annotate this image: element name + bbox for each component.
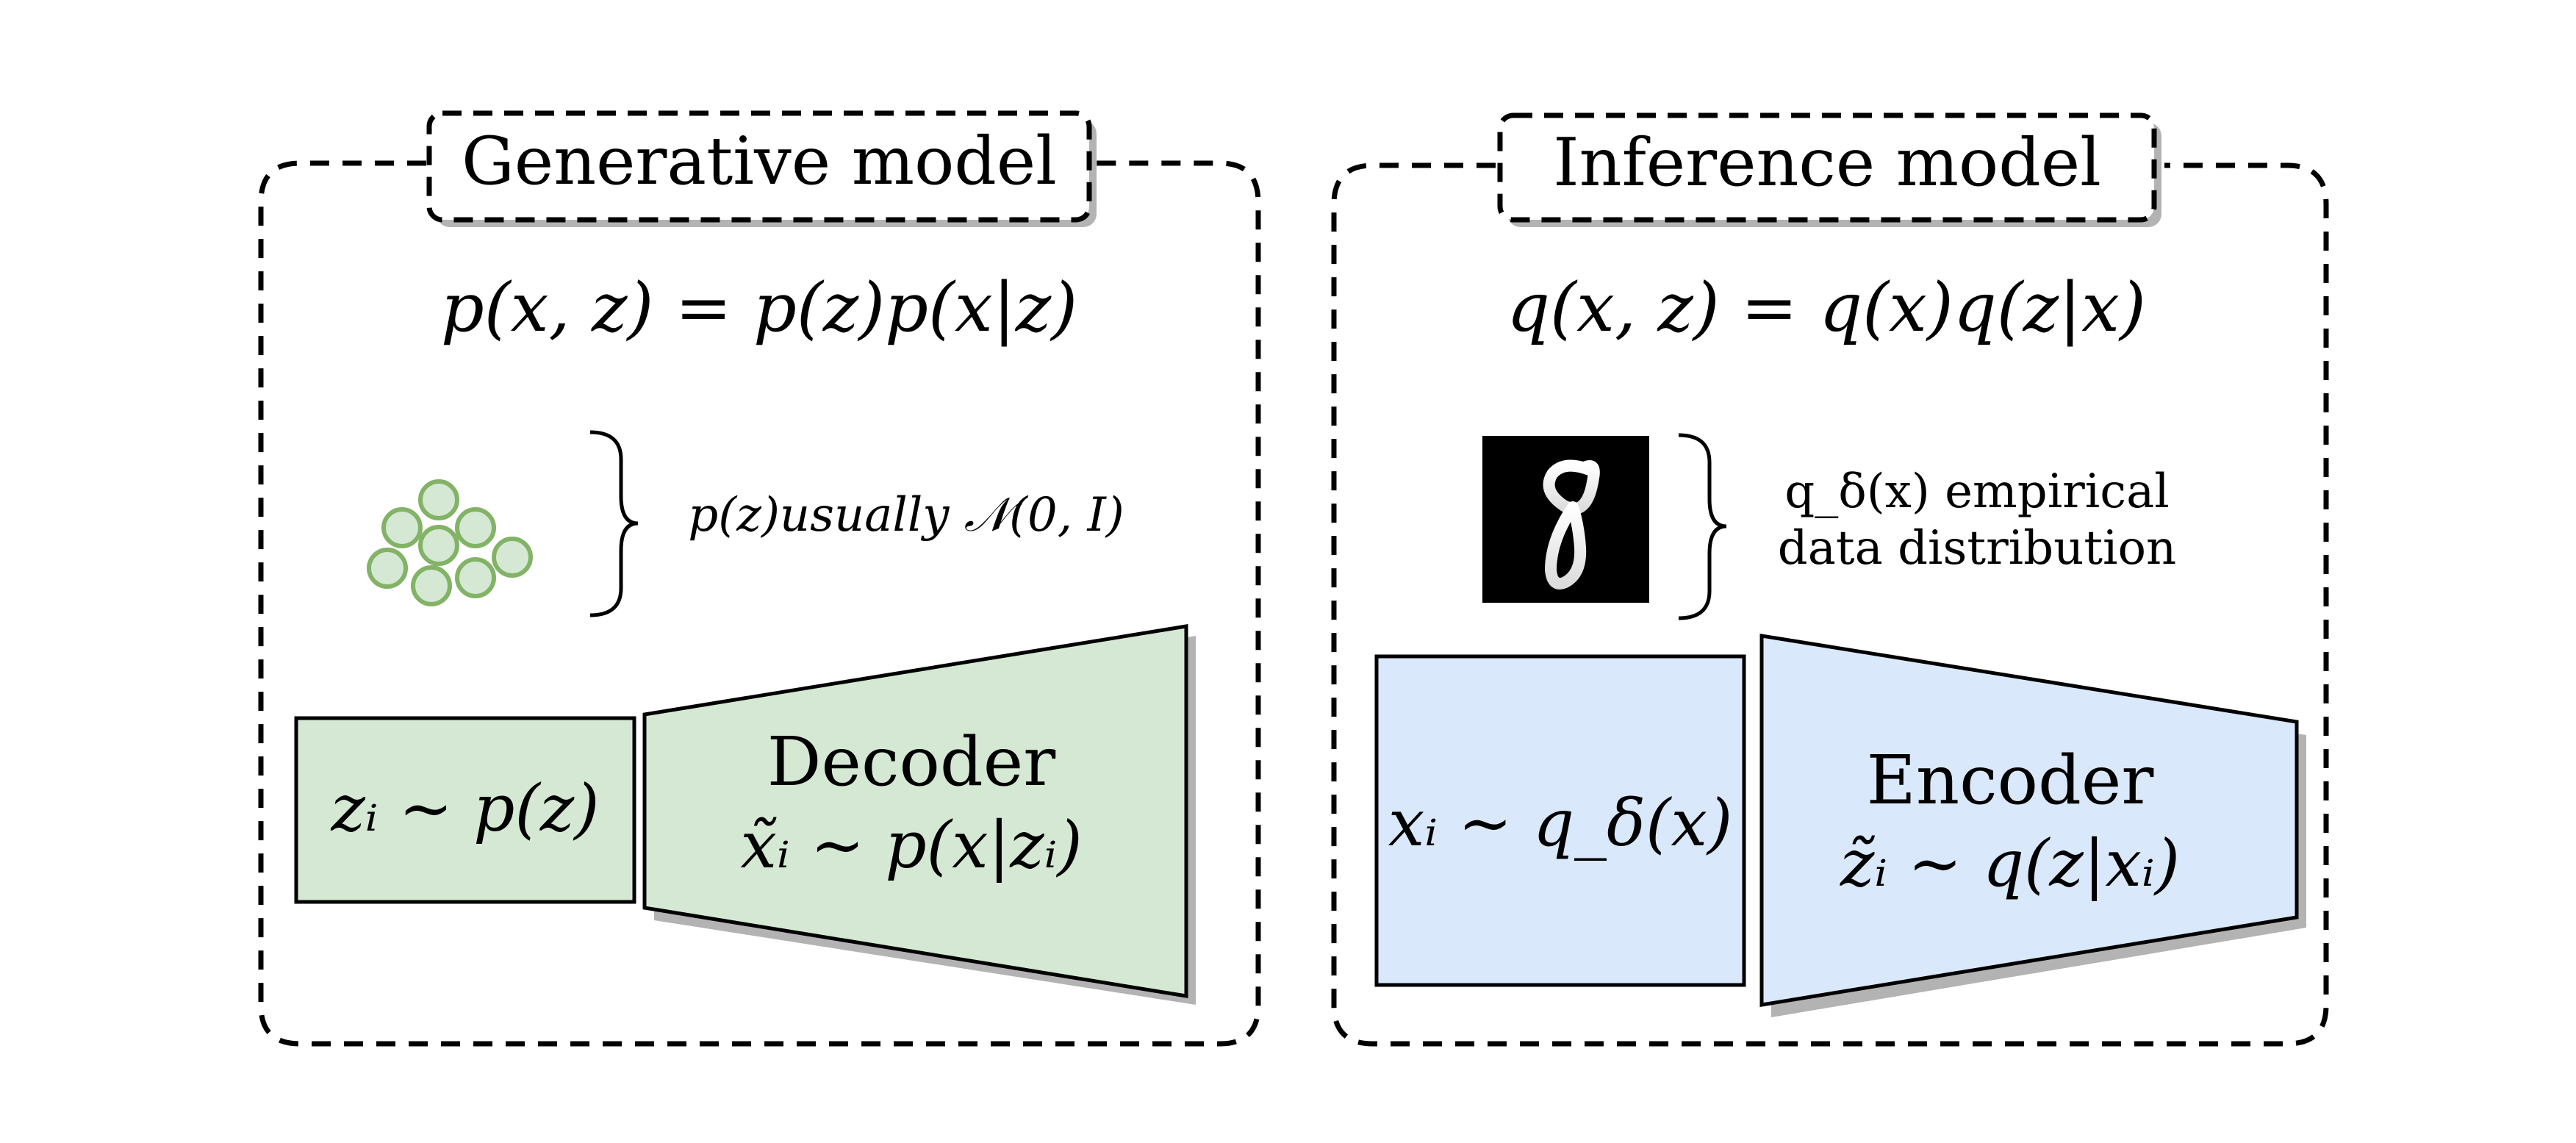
generative-joint-formula: p(x, z) = p(z)p(x|z) [441, 268, 1077, 347]
latent-samples-icon [367, 479, 533, 606]
mnist-digit-image [1482, 436, 1649, 603]
inference-title-box [1497, 112, 2157, 223]
inference-joint-formula: q(x, z) = q(x)q(z|x) [1507, 268, 2146, 347]
generative-title-box [426, 110, 1092, 223]
encoder-title: Encoder [1867, 741, 2154, 820]
decoder-formula: x̃ᵢ ∼ p(x|zᵢ) [740, 807, 1082, 883]
data-sample-box [1374, 654, 1746, 987]
decoder-title: Decoder [767, 723, 1055, 801]
encoder-formula: z̃ᵢ ∼ q(z|xᵢ) [1840, 825, 2180, 901]
empirical-note-line2: data distribution [1778, 521, 2177, 576]
prior-brace-icon [589, 430, 639, 617]
empirical-brace-icon [1678, 433, 1727, 620]
inference-model-panel: Inference model q(x, z) = q(x)q(z|x) q_δ… [1331, 112, 2329, 1047]
inference-frame [1331, 162, 2329, 1047]
latent-sample-label: zᵢ ∼ p(z) [330, 770, 599, 846]
generative-model-panel: Generative model p(x, z) = p(z)p(x|z) p(… [258, 110, 1261, 1047]
data-sample-label: xᵢ ∼ q_δ(x) [1388, 785, 1733, 861]
prior-note: p(z)usually 𝒩(0, I) [688, 488, 1124, 542]
inference-title: Inference model [1553, 124, 2101, 201]
encoder-block [1759, 634, 2299, 1007]
generative-title: Generative model [462, 123, 1057, 200]
latent-sample-box [294, 716, 636, 904]
empirical-note-line1: q_δ(x) empirical [1784, 465, 2169, 519]
decoder-block [642, 624, 1188, 998]
generative-frame [258, 160, 1261, 1047]
